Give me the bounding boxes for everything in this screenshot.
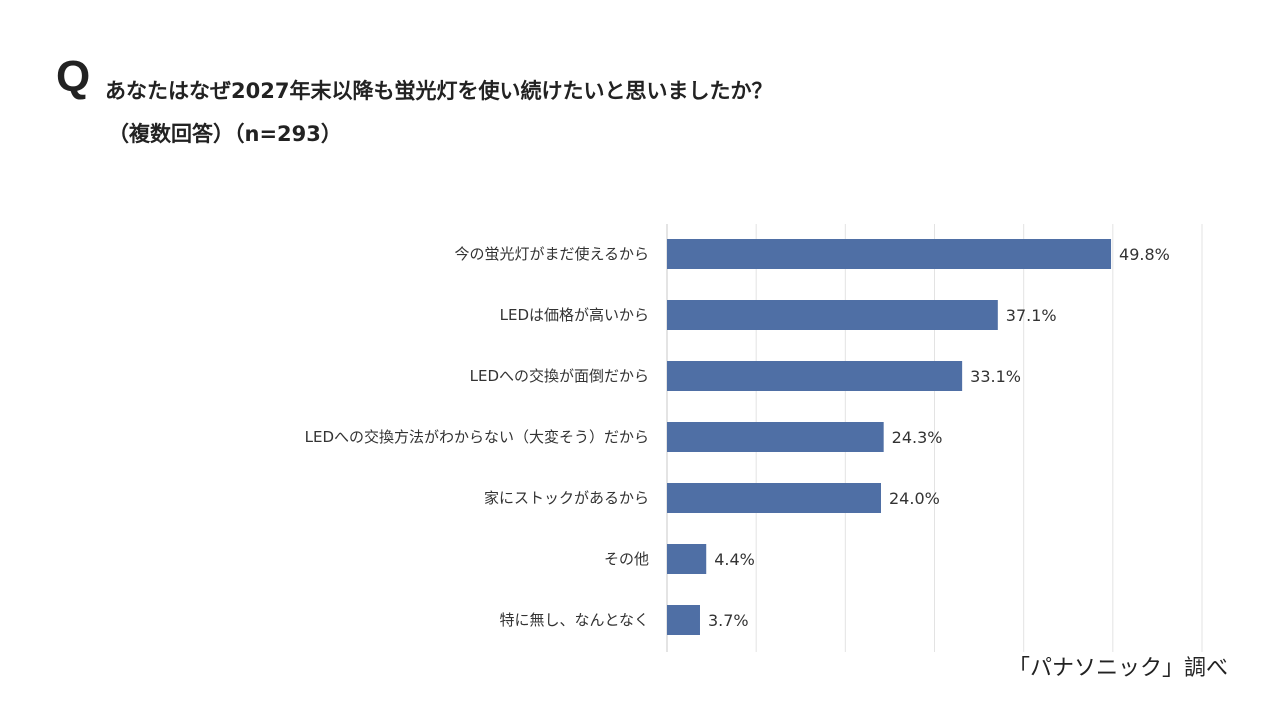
bar (667, 361, 963, 391)
data-label: 3.7% (708, 611, 749, 630)
data-label: 33.1% (970, 367, 1021, 386)
question-mark: Q (56, 52, 91, 101)
data-label: 37.1% (1006, 306, 1057, 325)
bar (667, 422, 884, 452)
bar (667, 239, 1112, 269)
data-label: 24.0% (889, 489, 940, 508)
category-label: LEDへの交換方法がわからない（大変そう）だから (305, 428, 649, 446)
category-label: 特に無し、なんとなく (499, 611, 649, 629)
category-label: LEDへの交換が面倒だから (470, 367, 649, 385)
bar (667, 300, 998, 330)
question-subtitle: （複数回答）（n=293） (108, 122, 342, 146)
bar (667, 605, 700, 635)
category-label: 今の蛍光灯がまだ使えるから (454, 245, 649, 263)
data-label: 4.4% (714, 550, 755, 569)
source-note: 「パナソニック」調べ (1007, 656, 1228, 681)
question-title: あなたはなぜ2027年末以降も蛍光灯を使い続けたいと思いましたか？ (105, 79, 773, 103)
data-label: 49.8% (1119, 245, 1170, 264)
bar (667, 483, 881, 513)
data-label: 24.3% (892, 428, 943, 447)
category-label: LEDは価格が高いから (500, 306, 649, 324)
bar (667, 544, 707, 574)
category-label: その他 (604, 550, 649, 568)
category-label: 家にストックがあるから (484, 489, 649, 507)
